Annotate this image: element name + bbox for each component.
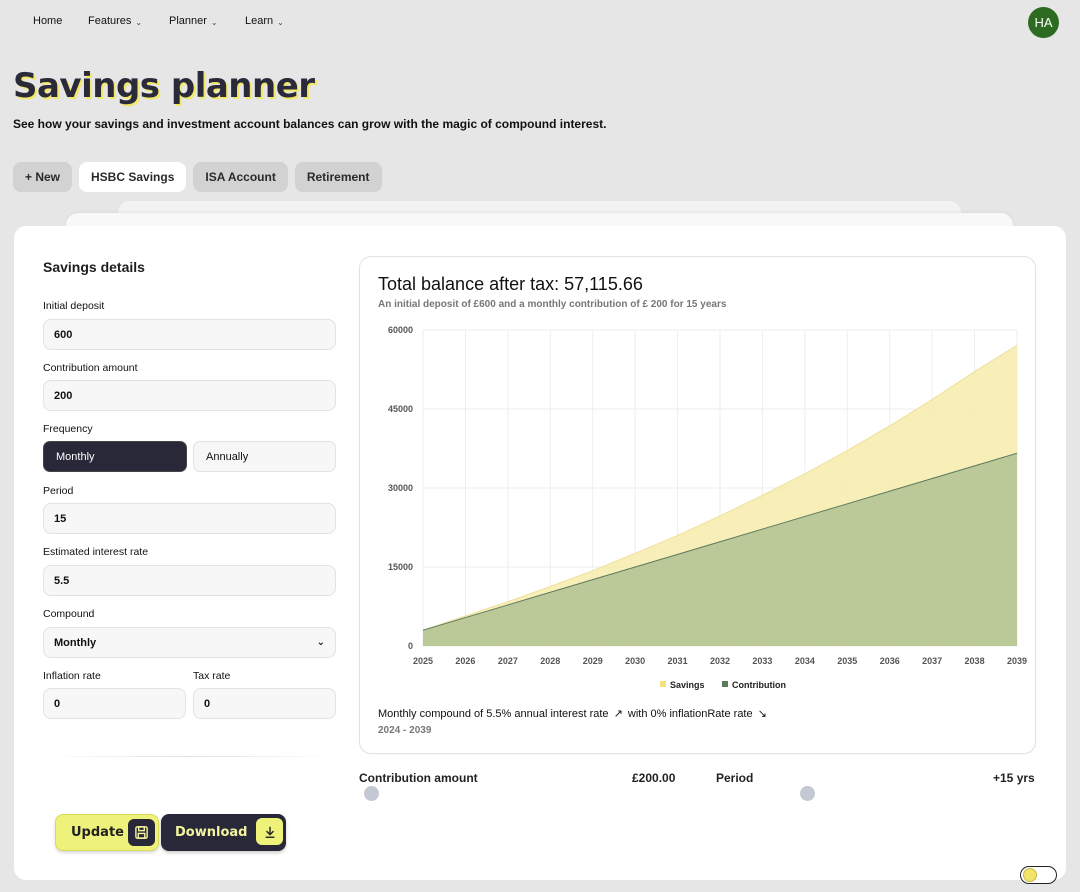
compound-label: Compound [43, 608, 95, 620]
download-button[interactable]: Download [161, 814, 286, 851]
period-slider-thumb[interactable] [800, 786, 815, 801]
tab-new[interactable]: + New [13, 162, 73, 192]
y-tick-label: 15000 [388, 562, 413, 572]
page-subtitle: See how your savings and investment acco… [13, 117, 607, 131]
interest-rate-label: Estimated interest rate [43, 546, 149, 558]
period-slider-label: Period [716, 771, 754, 785]
x-tick-label: 2033 [752, 656, 772, 666]
contribution-slider-label: Contribution amount [359, 771, 478, 785]
chevron-down-icon: ⌄ [277, 17, 284, 27]
tab-retirement[interactable]: Retirement [294, 162, 382, 192]
download-button-label: Download [175, 825, 248, 840]
x-tick-label: 2029 [583, 656, 603, 666]
x-tick-label: 2031 [668, 656, 688, 666]
update-button[interactable]: Update [55, 814, 159, 851]
initial-deposit-label: Initial deposit [43, 300, 105, 312]
y-tick-label: 45000 [388, 404, 413, 414]
chart-footer-inflation: with 0% inflationRate rate [627, 708, 753, 720]
balance-area-chart: 0 15000 30000 45000 60000 2025 2026 2027 2028 202… [388, 325, 1027, 690]
x-tick-label: 2030 [625, 656, 645, 666]
theme-toggle-knob [1023, 868, 1037, 882]
nav-home[interactable]: Home [33, 15, 62, 27]
trend-down-icon: ↘ [757, 708, 767, 720]
initial-deposit-input[interactable]: 600 [43, 319, 336, 350]
y-tick-label: 60000 [388, 325, 413, 335]
legend-label-savings: Savings [670, 680, 705, 690]
chart-subtitle: An initial deposit of £600 and a monthly… [378, 299, 727, 310]
contribution-slider-thumb[interactable] [364, 786, 379, 801]
top-nav: Home Features ⌄ Planner ⌄ Learn ⌄ HA [0, 0, 1080, 44]
legend-swatch-contribution [722, 681, 728, 687]
contribution-amount-label: Contribution amount [43, 362, 138, 374]
nav-features-label: Features [88, 15, 132, 27]
x-tick-label: 2026 [455, 656, 475, 666]
nav-features[interactable]: Features ⌄ [88, 15, 142, 27]
avatar[interactable]: HA [1028, 7, 1059, 38]
nav-home-label: Home [33, 15, 63, 27]
x-tick-label: 2039 [1007, 656, 1027, 666]
tax-rate-label: Tax rate [193, 670, 231, 682]
period-input[interactable]: 15 [43, 503, 336, 534]
chevron-down-icon: ⌄ [316, 637, 325, 648]
form-divider [43, 756, 336, 757]
nav-learn[interactable]: Learn ⌄ [245, 15, 284, 27]
y-tick-label: 0 [408, 641, 413, 651]
page-title: Savings planner [13, 66, 315, 106]
x-tick-label: 2032 [710, 656, 730, 666]
tab-isa-account[interactable]: ISA Account [193, 162, 288, 192]
theme-toggle[interactable] [1020, 866, 1057, 884]
contribution-amount-input[interactable]: 200 [43, 380, 336, 411]
series-line-savings [422, 344, 1018, 631]
nav-planner-label: Planner [169, 15, 207, 27]
period-label: Period [43, 485, 74, 497]
x-tick-label: 2035 [837, 656, 857, 666]
interest-rate-input[interactable]: 5.5 [43, 565, 336, 596]
x-tick-label: 2036 [880, 656, 900, 666]
y-tick-label: 30000 [388, 483, 413, 493]
period-slider-value: +15 yrs [993, 771, 1035, 785]
chart-footer-interest: Monthly compound of 5.5% annual interest… [378, 708, 609, 720]
trend-up-icon: ↗ [613, 708, 623, 720]
chart-date-range: 2024 - 2039 [378, 725, 432, 736]
chevron-down-icon: ⌄ [135, 17, 143, 27]
frequency-annually-button[interactable]: Annually [193, 441, 336, 472]
tax-rate-input[interactable]: 0 [193, 688, 336, 719]
compound-select[interactable]: Monthly ⌄ [43, 627, 336, 658]
frequency-label: Frequency [43, 423, 93, 435]
chart-title: Total balance after tax: 57,115.66 [378, 274, 643, 294]
download-icon [256, 818, 283, 845]
legend-label-contribution: Contribution [732, 680, 786, 690]
x-tick-label: 2038 [965, 656, 985, 666]
contribution-slider-value: £200.00 [632, 771, 676, 785]
x-tick-label: 2028 [540, 656, 560, 666]
x-tick-label: 2037 [922, 656, 942, 666]
series-line-contribution [422, 452, 1018, 631]
chevron-down-icon: ⌄ [210, 17, 218, 27]
legend-swatch-savings [660, 681, 666, 687]
nav-planner[interactable]: Planner ⌄ [169, 15, 218, 27]
account-tabs: + New HSBC Savings ISA Account Retiremen… [13, 162, 382, 192]
nav-learn-label: Learn [245, 15, 274, 27]
x-tick-label: 2025 [413, 656, 433, 666]
series-area-contribution [423, 453, 1017, 646]
x-tick-label: 2034 [795, 656, 815, 666]
tab-hsbc-savings[interactable]: HSBC Savings [79, 162, 187, 192]
compound-select-value: Monthly [54, 636, 97, 649]
save-icon [128, 819, 155, 846]
x-tick-label: 2027 [498, 656, 518, 666]
inflation-rate-label: Inflation rate [43, 670, 101, 682]
frequency-monthly-button[interactable]: Monthly [43, 441, 187, 472]
chart-footer: Monthly compound of 5.5% annual interest… [378, 707, 769, 720]
inflation-rate-input[interactable]: 0 [43, 688, 186, 719]
form-title: Savings details [43, 259, 145, 275]
update-button-label: Update [71, 825, 124, 840]
